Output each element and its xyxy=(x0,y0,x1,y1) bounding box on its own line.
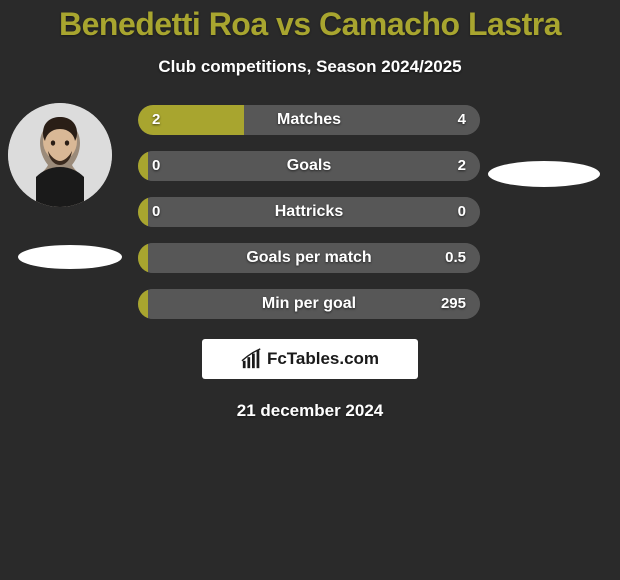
bar-label: Min per goal xyxy=(138,289,480,319)
avatar-icon xyxy=(8,103,112,207)
bar-label: Hattricks xyxy=(138,197,480,227)
bar-value-right: 4 xyxy=(458,105,466,135)
stat-bar: Goals0 2 xyxy=(138,151,480,181)
stat-bar: Matches2 4 xyxy=(138,105,480,135)
bar-value-right: 295 xyxy=(441,289,466,319)
player-left-avatar xyxy=(8,103,112,207)
page-subtitle: Club competitions, Season 2024/2025 xyxy=(0,57,620,77)
stat-bar: Hattricks0 0 xyxy=(138,197,480,227)
stat-bars: Matches24Goals02Hattricks00Goals per mat… xyxy=(138,105,480,335)
bar-label: Goals per match xyxy=(138,243,480,273)
bar-value-right: 0.5 xyxy=(445,243,466,273)
bar-label: Goals xyxy=(138,151,480,181)
snapshot-date: 21 december 2024 xyxy=(0,401,620,421)
player-left-flag xyxy=(18,245,122,269)
source-logo: FcTables.com xyxy=(202,339,418,379)
bar-value-right: 2 xyxy=(458,151,466,181)
chart-icon xyxy=(241,348,263,370)
stat-bar: Goals per match0.5 xyxy=(138,243,480,273)
bar-value-left: 0 xyxy=(152,197,160,227)
logo-text: FcTables.com xyxy=(267,349,379,369)
bar-value-left: 2 xyxy=(152,105,160,135)
page-title: Benedetti Roa vs Camacho Lastra xyxy=(0,0,620,43)
bar-value-right: 0 xyxy=(458,197,466,227)
stat-bar: Min per goal295 xyxy=(138,289,480,319)
bar-value-left: 0 xyxy=(152,151,160,181)
player-right-flag xyxy=(488,161,600,187)
bar-label: Matches xyxy=(138,105,480,135)
